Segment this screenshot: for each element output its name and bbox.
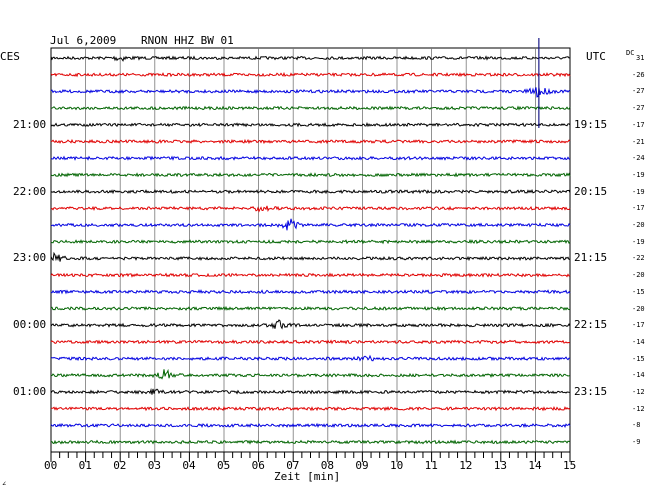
x-tick-label: 08 [320, 459, 335, 472]
x-tick-label: 13 [493, 459, 508, 472]
recording-date: Jul 6,2009 [50, 34, 117, 47]
trace-line [50, 406, 571, 412]
dc-offset-value: -12 [632, 404, 645, 413]
x-tick-label: 01 [78, 459, 92, 472]
dc-offset-value: -20 [632, 271, 645, 280]
x-axis-label: Zeit [min] [274, 470, 341, 483]
trace-line [50, 87, 571, 98]
dc-offset-value: -20 [632, 304, 645, 313]
trace-line [50, 305, 571, 312]
station-channel: RNON HHZ BW 01 [141, 34, 234, 47]
dc-offset-first: 31 [636, 54, 645, 62]
x-tick-label: 03 [147, 459, 162, 472]
dc-offset-value: -15 [632, 354, 645, 363]
trace-line [50, 439, 571, 445]
x-tick-label: 00 [44, 459, 58, 472]
trace-line [50, 205, 571, 213]
trace-line [50, 218, 571, 231]
x-tick-label: 11 [424, 459, 438, 472]
x-axis [50, 451, 571, 462]
left-hour-label: 00:00 [13, 318, 47, 332]
trace-line [50, 251, 571, 262]
x-tick-label: 02 [113, 459, 127, 472]
right-hour-label: 22:15 [574, 318, 608, 332]
left-timezone-label: CES [0, 50, 20, 63]
left-hour-label: 22:00 [13, 184, 47, 198]
x-tick-label: 14 [528, 459, 542, 472]
dc-offset-value: -15 [632, 287, 645, 296]
trace-line [50, 55, 571, 62]
x-tick-label: 12 [459, 459, 473, 472]
x-tick-label: 05 [217, 459, 231, 472]
x-tick-label: 15 [563, 459, 577, 472]
trace-line [50, 289, 571, 295]
dc-offset-value: -26 [632, 70, 645, 79]
dc-offset-value: -12 [632, 388, 645, 396]
dc-offset-value: -19 [632, 170, 645, 179]
trace-line [50, 368, 570, 380]
trace-line [50, 272, 571, 278]
dc-offset-value: -21 [632, 137, 645, 146]
dc-offset-value: -27 [632, 104, 645, 113]
trace-line [50, 138, 571, 145]
trace-line [50, 387, 571, 395]
dc-offset-value: -9 [632, 438, 641, 447]
dc-offset-value: -19 [632, 187, 645, 196]
right-hour-label: 23:15 [574, 385, 608, 398]
dc-offset-value: -27 [632, 87, 645, 96]
dc-label: DC [626, 49, 635, 57]
trace-line [50, 71, 571, 78]
right-hour-label: 21:15 [574, 251, 608, 265]
right-hour-label: 20:15 [574, 184, 608, 198]
dc-offset-value: -8 [632, 421, 641, 430]
trace-line [50, 239, 571, 245]
left-hour-label: 23:00 [13, 251, 47, 265]
dc-offset-value: -20 [632, 221, 645, 229]
dc-offset-value: -17 [632, 321, 645, 330]
dc-offset-value: -17 [632, 204, 645, 213]
dc-offset-value: -19 [632, 237, 645, 246]
corner-mark-icon: ∠ [2, 480, 7, 488]
right-timezone-label: UTC [586, 50, 606, 63]
left-hour-label: 01:00 [13, 385, 47, 398]
x-tick-label: 04 [182, 459, 196, 472]
trace-line [50, 172, 571, 178]
trace-line [50, 155, 571, 161]
trace-line [50, 105, 571, 111]
trace-line [50, 339, 571, 345]
x-tick-label: 10 [390, 459, 404, 472]
trace-line [50, 188, 571, 195]
dc-offset-value: -14 [632, 337, 645, 346]
trace-layer [50, 55, 571, 445]
dc-offset-value: -22 [632, 254, 645, 263]
trace-line [50, 122, 571, 128]
dc-offset-value: -14 [632, 371, 645, 380]
x-tick-label: 07 [286, 459, 300, 472]
x-tick-label: 09 [355, 459, 369, 472]
x-tick-label: 06 [251, 459, 265, 472]
left-hour-label: 21:00 [13, 117, 47, 131]
dc-offset-value: -17 [632, 120, 645, 129]
trace-line [50, 422, 571, 429]
right-hour-label: 19:15 [574, 117, 608, 131]
dc-offset-value: -24 [632, 154, 645, 163]
trace-line [50, 354, 571, 362]
trace-line [50, 319, 571, 330]
